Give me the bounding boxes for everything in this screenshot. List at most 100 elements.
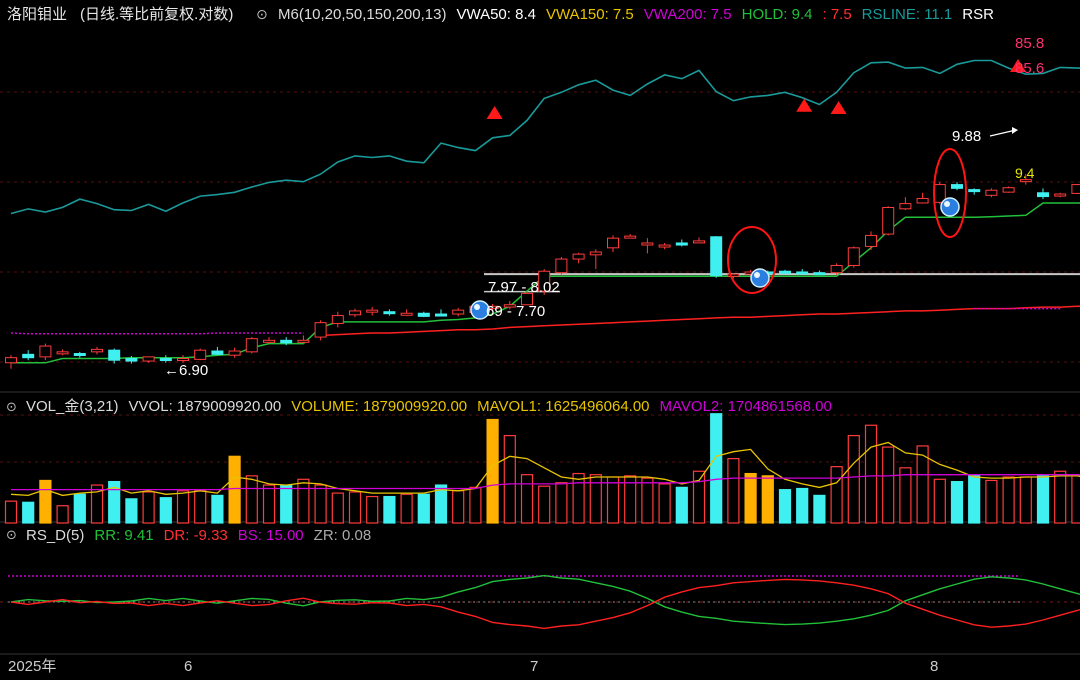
candle-body-up xyxy=(503,304,516,308)
volume-bar xyxy=(56,505,69,524)
candle-body-up xyxy=(177,358,189,362)
candle xyxy=(796,269,809,275)
price-panel[interactable] xyxy=(5,59,1080,369)
volume-bar xyxy=(761,475,774,524)
signal-ball xyxy=(940,197,960,217)
candle-body-up xyxy=(555,258,568,274)
main-indicator-item: : 7.5 xyxy=(822,6,851,23)
candle-body-down xyxy=(280,339,293,344)
rr-line xyxy=(10,574,1080,626)
indicator-toggle-icon[interactable]: ⊙ xyxy=(256,7,268,23)
candle xyxy=(452,307,465,317)
rs-toggle-icon[interactable]: ⊙ xyxy=(6,528,17,543)
volume-bar xyxy=(417,493,430,524)
candle-body-up xyxy=(194,349,207,360)
stock-name: 洛阳钼业 xyxy=(7,6,67,23)
candle-body-down xyxy=(710,236,723,277)
candle-body-up xyxy=(1054,193,1067,197)
candle-body-up xyxy=(624,235,637,239)
volume-bar xyxy=(555,482,568,524)
grid-lines xyxy=(0,91,1080,655)
signal-ball-highlight xyxy=(754,272,760,278)
candle-body-up xyxy=(297,339,310,343)
volume-bar xyxy=(520,474,534,524)
candle xyxy=(727,273,740,279)
volume-panel[interactable] xyxy=(4,413,1080,524)
rs-indicator-item: ZR: 0.08 xyxy=(314,527,372,544)
volume-bar xyxy=(228,455,241,524)
volume-bar xyxy=(22,501,35,524)
signal-ball-highlight xyxy=(474,304,480,310)
volume-bar xyxy=(606,476,620,524)
rs-indicator-item: RR: 9.41 xyxy=(94,527,153,544)
candle-body-down xyxy=(22,353,35,359)
volume-bar xyxy=(985,479,998,524)
main-indicator-item: VWA200: 7.5 xyxy=(644,6,732,23)
candle-body-up xyxy=(1002,187,1015,193)
candle xyxy=(607,235,619,253)
candle xyxy=(710,236,723,278)
vol-indicator-item: MAVOL2: 1704861568.00 xyxy=(660,398,832,415)
candle-body-up xyxy=(847,247,860,266)
candle xyxy=(951,182,963,191)
candle xyxy=(624,234,637,239)
candle xyxy=(159,355,172,363)
volume-bar xyxy=(400,493,413,524)
volume-bar xyxy=(176,490,190,524)
chart-period: (日线.等比前复权.对数) xyxy=(80,5,233,23)
rs-value-label-1: 85.8 xyxy=(1015,35,1044,52)
vwa200-line xyxy=(10,332,304,335)
volume-bar xyxy=(194,490,207,524)
candle xyxy=(331,311,344,328)
volume-bar xyxy=(864,424,878,524)
volume-bar xyxy=(108,481,121,524)
highlight-ellipse xyxy=(933,148,967,238)
signal-triangle xyxy=(486,106,503,119)
candle xyxy=(572,252,585,264)
candle-body-up xyxy=(91,348,103,353)
volume-bar xyxy=(142,491,155,524)
volume-bar xyxy=(503,435,516,524)
x-axis-label-year: 2025年 xyxy=(8,658,56,675)
range-lower-label: 69 - 7.70 xyxy=(486,303,545,320)
candle-body-up xyxy=(727,273,740,277)
volume-bar xyxy=(899,467,912,524)
candle-body-up xyxy=(245,338,258,353)
rsline xyxy=(10,59,1080,215)
candle xyxy=(142,356,155,363)
candle-body-up xyxy=(1019,179,1032,183)
candle xyxy=(263,337,275,344)
volume-bar xyxy=(796,487,809,524)
candle-body-down xyxy=(675,242,688,246)
main-indicator-item: HOLD: 9.4 xyxy=(742,6,813,23)
candle xyxy=(280,337,293,346)
candle-body-up xyxy=(521,292,533,306)
candle xyxy=(435,309,447,317)
volume-bar xyxy=(159,497,172,524)
candle xyxy=(211,346,224,356)
signal-triangle xyxy=(1010,59,1026,72)
candle-body-up xyxy=(916,197,929,204)
volume-bar xyxy=(486,418,499,524)
vol-toggle-icon[interactable]: ⊙ xyxy=(6,400,17,415)
volume-bar xyxy=(1036,475,1050,524)
candle xyxy=(228,347,241,358)
x-axis-label-jul: 7 xyxy=(530,658,538,675)
rs-indicator-legend: RS_D(5) RR: 9.41 DR: -9.33 BS: 15.00 ZR: 0.0… xyxy=(26,527,371,544)
rs-panel[interactable] xyxy=(8,574,1080,630)
hold-value-label: 9.4 xyxy=(1015,165,1035,181)
volume-bar xyxy=(847,435,860,524)
volume-bar xyxy=(366,495,379,524)
volume-bar xyxy=(968,474,981,524)
high-arrow xyxy=(989,129,1017,137)
candle-body-up xyxy=(331,315,344,324)
volume-bar xyxy=(314,484,327,524)
candle xyxy=(555,256,568,277)
candle-body-up xyxy=(228,350,241,356)
volume-bar xyxy=(469,486,482,524)
volume-bar xyxy=(434,484,448,524)
main-indicator-item: M6(10,20,50,150,200,13) xyxy=(278,6,446,23)
candle-body-up xyxy=(607,237,619,249)
signal-ball xyxy=(750,268,770,288)
